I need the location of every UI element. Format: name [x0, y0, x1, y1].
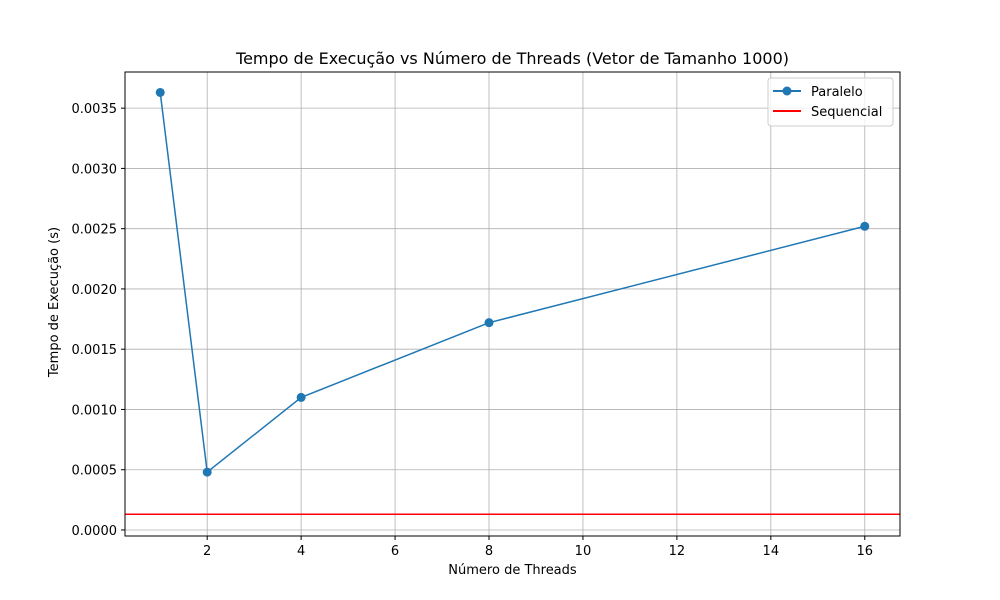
- y-tick-label: 0.0005: [72, 464, 118, 479]
- chart-title: Tempo de Execução vs Número de Threads (…: [235, 49, 789, 68]
- legend: Paralelo Sequencial: [767, 77, 894, 127]
- grid: [125, 72, 900, 536]
- x-tick-label: 8: [485, 544, 493, 559]
- y-tick-label: 0.0035: [72, 102, 118, 117]
- plot-frame: [124, 71, 901, 537]
- x-tick-label: 4: [297, 544, 305, 559]
- x-tick-label: 10: [575, 544, 592, 559]
- y-tick-label: 0.0015: [72, 343, 118, 358]
- paralelo-point: [484, 318, 494, 328]
- x-tick-label: 2: [203, 544, 211, 559]
- paralelo-point: [155, 87, 165, 97]
- y-axis-label: Tempo de Execução (s): [47, 227, 62, 378]
- y-tick-label: 0.0020: [72, 283, 118, 298]
- y-tick-label: 0.0025: [72, 223, 118, 238]
- legend-paralelo-label: Paralelo: [811, 85, 863, 100]
- x-tick-label: 16: [856, 544, 873, 559]
- y-tick-label: 0.0000: [72, 524, 118, 539]
- paralelo-point: [202, 467, 212, 477]
- legend-paralelo-marker: [782, 86, 792, 96]
- x-tick-label: 12: [669, 544, 686, 559]
- x-tick-label: 14: [763, 544, 780, 559]
- paralelo-point: [296, 392, 306, 402]
- axis-ticks: 2 4 6 8 10 12 14 16 0.0000 0.0005 0.0010 0.0015 0.00…: [72, 102, 874, 559]
- plot-data: [125, 87, 900, 516]
- legend-sequencial-label: Sequencial: [811, 105, 882, 120]
- x-tick-label: 6: [391, 544, 399, 559]
- y-tick-label: 0.0010: [72, 403, 118, 418]
- paralelo-point: [860, 221, 870, 231]
- x-axis-label: Número de Threads: [448, 563, 577, 578]
- y-tick-label: 0.0030: [72, 162, 118, 177]
